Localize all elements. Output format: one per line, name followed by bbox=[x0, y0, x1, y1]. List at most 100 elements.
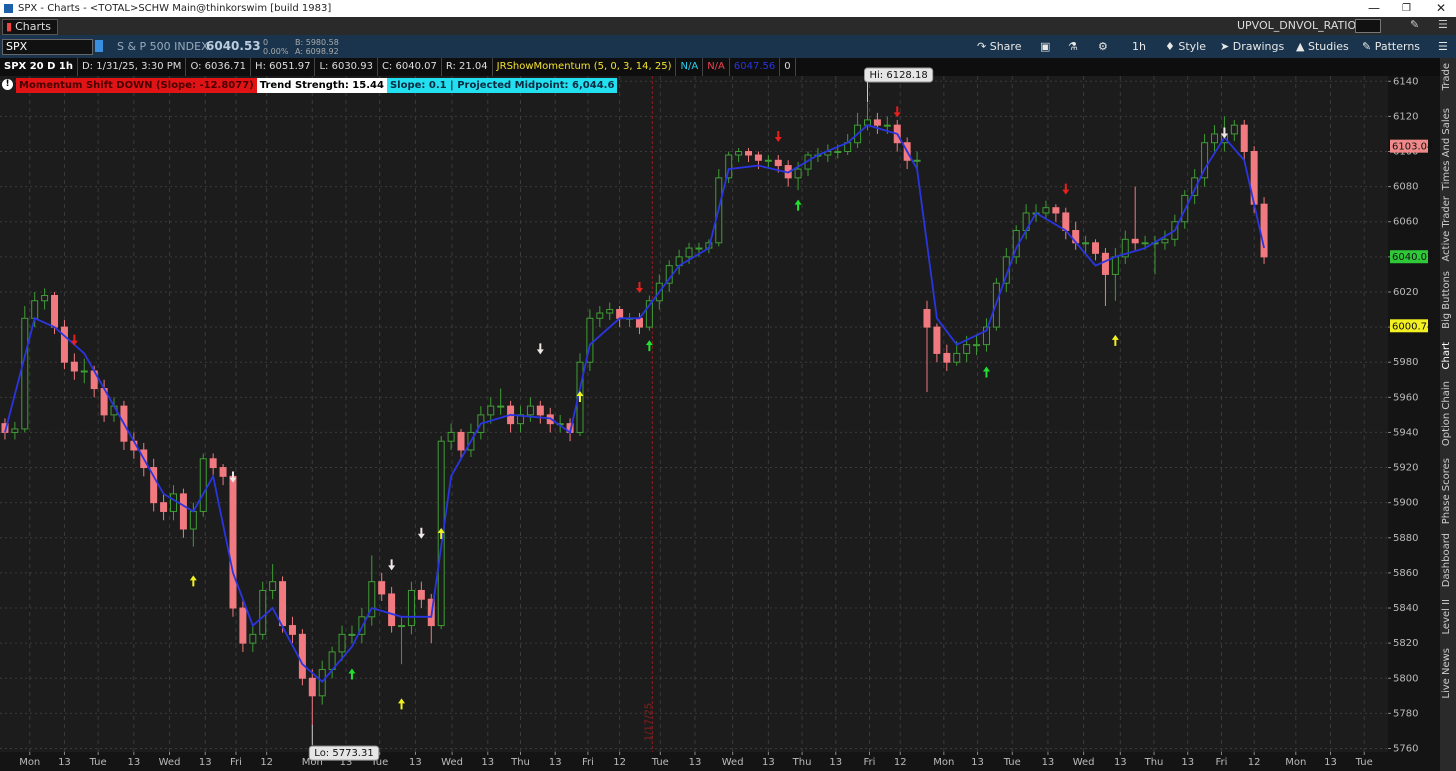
candle-body bbox=[963, 344, 971, 354]
timeframe-button[interactable]: 1h bbox=[1132, 40, 1146, 53]
x-tick-label: 13 bbox=[971, 757, 984, 768]
candle-body bbox=[635, 317, 643, 328]
study-box[interactable] bbox=[1355, 19, 1381, 33]
candle-body bbox=[229, 475, 237, 609]
signal-arrow bbox=[794, 199, 802, 211]
y-tick-label: 6120 bbox=[1393, 111, 1418, 122]
candle-body bbox=[536, 405, 544, 416]
menu-icon[interactable]: ☰ bbox=[1438, 18, 1448, 31]
x-tick-label: Fri bbox=[230, 757, 242, 768]
candle-body bbox=[457, 431, 465, 451]
bar-date: D: 1/31/25, 3:30 PM bbox=[78, 58, 187, 76]
snapshot-button[interactable]: ▣ bbox=[1040, 40, 1051, 53]
studies-button[interactable]: ▲ Studies bbox=[1296, 40, 1349, 53]
candle-body bbox=[685, 247, 693, 258]
settings-button[interactable]: ⚙ bbox=[1098, 40, 1108, 53]
x-tick-label: 13 bbox=[829, 757, 842, 768]
x-tick-label: Tue bbox=[1355, 757, 1373, 768]
side-tab[interactable]: Active Trader bbox=[1441, 196, 1452, 262]
side-tab[interactable]: Times And Sales bbox=[1441, 108, 1452, 191]
candle-body bbox=[288, 625, 296, 635]
candle-body bbox=[11, 428, 19, 433]
y-tick-label: 5820 bbox=[1393, 638, 1418, 649]
side-tab[interactable]: Live News bbox=[1441, 648, 1452, 699]
drawings-button[interactable]: ➤ Drawings bbox=[1220, 40, 1285, 53]
charts-tab[interactable]: ▮ Charts bbox=[2, 19, 58, 35]
candle-body bbox=[764, 159, 772, 162]
annotation: Hi: 6128.18 bbox=[864, 67, 934, 83]
price-tag bbox=[1390, 250, 1428, 264]
x-tick-label: 13 bbox=[689, 757, 702, 768]
candle-body bbox=[487, 405, 495, 416]
candle-body bbox=[249, 633, 257, 644]
candle-body bbox=[239, 607, 247, 644]
side-tab[interactable]: Trade bbox=[1441, 63, 1452, 91]
close-button[interactable]: ✕ bbox=[1436, 1, 1447, 15]
study-value: N/A bbox=[703, 58, 730, 76]
x-tick-label: 13 bbox=[409, 757, 422, 768]
x-tick-label: Tue bbox=[89, 757, 107, 768]
signal-arrow bbox=[576, 391, 584, 403]
x-tick-label: 13 bbox=[1114, 757, 1127, 768]
x-tick-label: 13 bbox=[58, 757, 71, 768]
candle-body bbox=[725, 154, 733, 179]
x-tick-label: 13 bbox=[481, 757, 494, 768]
candle-body bbox=[269, 581, 277, 591]
signal-arrow bbox=[70, 334, 78, 346]
change: 0 bbox=[263, 38, 269, 47]
side-tab[interactable]: Big Buttons bbox=[1441, 271, 1452, 329]
candle-body bbox=[616, 309, 624, 319]
study-field: UPVOL_DNVOL_RATIO bbox=[1237, 19, 1357, 32]
candle-body bbox=[60, 326, 68, 363]
signal-arrow bbox=[348, 668, 356, 680]
ask: A: 6098.92 bbox=[295, 47, 339, 56]
side-tab[interactable]: Dashboard bbox=[1441, 533, 1452, 588]
candle-body bbox=[754, 154, 762, 161]
plot-area bbox=[0, 76, 1388, 752]
x-tick-label: Fri bbox=[864, 757, 876, 768]
price-tag bbox=[1390, 139, 1428, 153]
side-tab[interactable]: Level II bbox=[1441, 599, 1452, 635]
candle-body bbox=[199, 458, 207, 512]
y-tick-label: 5980 bbox=[1393, 357, 1418, 368]
signal-arrow bbox=[982, 366, 990, 378]
candle-body bbox=[388, 593, 396, 627]
side-tab[interactable]: Chart bbox=[1441, 342, 1452, 370]
price-tag-label: 6000.74 bbox=[1392, 321, 1433, 332]
candle-body bbox=[368, 581, 376, 618]
share-button[interactable]: ↷ Share bbox=[977, 40, 1022, 53]
candle-body bbox=[596, 312, 604, 319]
candle-body bbox=[923, 309, 931, 328]
y-tick-label: 6140 bbox=[1393, 76, 1418, 87]
link-icon[interactable] bbox=[95, 40, 103, 52]
more-button[interactable]: ☰ bbox=[1438, 40, 1448, 53]
x-tick-label: Fri bbox=[582, 757, 594, 768]
signal-arrow bbox=[398, 698, 406, 710]
price-tag-label: 6103.04 bbox=[1392, 142, 1433, 153]
expiration-label: 1/17/25 bbox=[643, 703, 654, 742]
y-tick-label: 5920 bbox=[1393, 463, 1418, 474]
price-axis bbox=[1388, 76, 1440, 771]
maximize-button[interactable]: ❐ bbox=[1402, 3, 1411, 14]
candle-body bbox=[160, 502, 168, 512]
signal-arrow bbox=[189, 575, 197, 587]
signal-arrow bbox=[893, 106, 901, 118]
title-bar: SPX - Charts - <TOTAL>SCHW Main@thinkors… bbox=[0, 0, 1456, 17]
x-tick-label: 13 bbox=[549, 757, 562, 768]
lab-button[interactable]: ⚗ bbox=[1068, 40, 1078, 53]
style-button[interactable]: ♦ Style bbox=[1165, 40, 1206, 53]
x-tick-label: Mon bbox=[1285, 757, 1306, 768]
minimize-button[interactable]: — bbox=[1368, 1, 1380, 15]
candle-body bbox=[695, 247, 703, 250]
side-tab[interactable]: Phase Scores bbox=[1441, 458, 1452, 525]
side-tab[interactable]: Option Chain bbox=[1441, 381, 1452, 447]
patterns-button[interactable]: ✎ Patterns bbox=[1362, 40, 1421, 53]
alert-icon[interactable]: ! bbox=[2, 79, 13, 90]
y-tick-label: 5960 bbox=[1393, 392, 1418, 403]
candle-body bbox=[298, 633, 306, 679]
symbol-field[interactable]: SPX bbox=[2, 39, 93, 55]
button-label: Drawings bbox=[1232, 40, 1285, 53]
momentum-line bbox=[4, 124, 1265, 684]
pin-icon[interactable]: ✎ bbox=[1410, 18, 1420, 31]
candle-body bbox=[1131, 238, 1139, 244]
